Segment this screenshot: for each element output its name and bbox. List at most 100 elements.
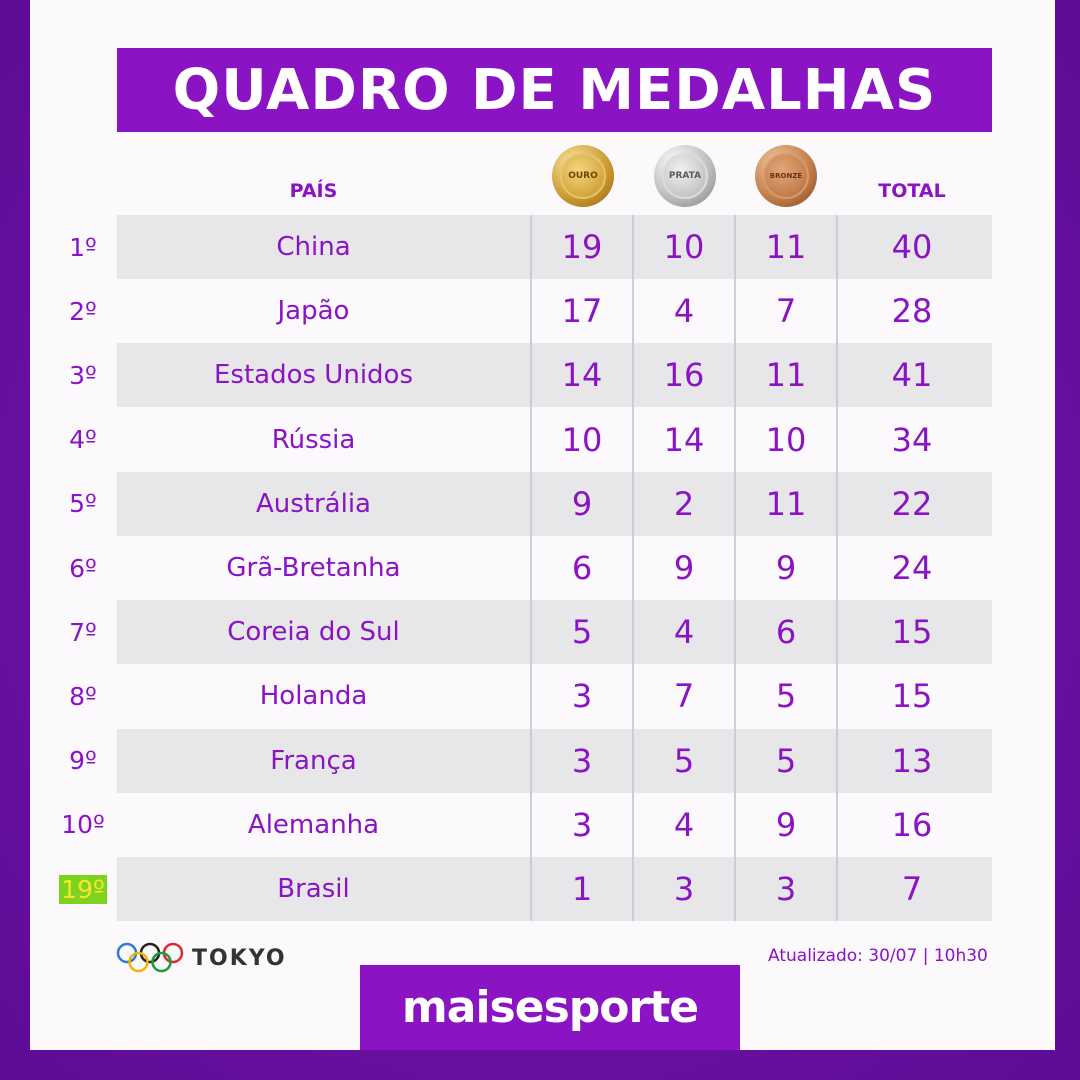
silver-medal-icon: PRATA: [654, 145, 716, 207]
row-background: [117, 857, 992, 921]
column-divider: [734, 215, 736, 921]
total-count-cell: 13: [891, 741, 933, 780]
total-count-cell: 16: [891, 805, 933, 844]
row-background: [117, 728, 992, 793]
table-row: 19º Brasil 1 3 3 7: [0, 857, 1080, 921]
rank-text: 7º: [69, 617, 97, 647]
rank-cell: 1º: [55, 215, 111, 279]
silver-count-cell: 10: [663, 228, 705, 266]
bronze-count-cell: 3: [775, 870, 797, 908]
silver-count-cell: 2: [673, 484, 695, 523]
bronze-medal-icon: BRONZE: [755, 145, 817, 207]
country-cell: Japão: [277, 296, 350, 327]
table-row: 9º França 3 5 5 13: [0, 728, 1080, 793]
table-row: 6º Grã-Bretanha 6 9 9 24: [0, 536, 1080, 600]
rank-text: 9º: [69, 746, 97, 776]
gold-count-cell: 6: [571, 549, 593, 587]
rank-cell: 7º: [55, 600, 111, 664]
gold-medal-icon: OURO: [552, 145, 614, 207]
total-count-cell: 22: [891, 484, 933, 523]
column-divider: [530, 215, 532, 921]
column-divider: [632, 215, 634, 921]
country-cell: Holanda: [259, 681, 368, 712]
country-cell: França: [270, 745, 357, 776]
gold-count-cell: 3: [571, 805, 593, 844]
table-row: 2º Japão 17 4 7 28: [0, 279, 1080, 343]
bronze-count-cell: 6: [775, 613, 797, 652]
table-row: 3º Estados Unidos 14 16 11 41: [0, 343, 1080, 408]
bronze-count-cell: 9: [775, 549, 797, 587]
rank-cell: 2º: [55, 279, 111, 343]
rank-text: 8º: [69, 681, 97, 711]
rank-cell: 5º: [55, 472, 111, 536]
silver-count-cell: 4: [673, 292, 695, 331]
gold-medal-label: OURO: [560, 153, 606, 199]
silver-count-cell: 5: [673, 741, 695, 780]
header-country: PAÍS: [289, 180, 338, 202]
gold-count-cell: 9: [571, 484, 593, 523]
total-count-cell: 7: [901, 870, 923, 908]
silver-count-cell: 4: [673, 805, 695, 844]
bronze-count-cell: 9: [775, 805, 797, 844]
rank-cell: 3º: [55, 343, 111, 407]
rank-cell: 6º: [55, 536, 111, 600]
gold-count-cell: 17: [561, 292, 603, 331]
column-divider: [836, 215, 838, 921]
country-cell: Estados Unidos: [213, 360, 413, 391]
total-count-cell: 15: [891, 677, 933, 716]
row-background: [117, 215, 992, 279]
table-row: 7º Coreia do Sul 5 4 6 15: [0, 600, 1080, 665]
gold-count-cell: 14: [561, 356, 603, 395]
rank-cell: 19º: [55, 857, 111, 921]
title-banner: QUADRO DE MEDALHAS: [117, 48, 992, 132]
total-count-cell: 34: [891, 420, 933, 459]
rank-cell: 9º: [55, 729, 111, 793]
table-row: 5º Austrália 9 2 11 22: [0, 471, 1080, 536]
bronze-count-cell: 10: [765, 420, 807, 459]
bronze-count-cell: 11: [765, 356, 807, 395]
country-cell: Grã-Bretanha: [226, 553, 401, 583]
bronze-count-cell: 5: [775, 741, 797, 780]
page-title: QUADRO DE MEDALHAS: [172, 57, 937, 123]
country-cell: Austrália: [255, 488, 371, 519]
rank-cell: 4º: [55, 408, 111, 472]
header-total: TOTAL: [878, 180, 946, 202]
total-count-cell: 28: [891, 292, 933, 331]
rank-text: 10º: [61, 810, 105, 840]
rank-text: 4º: [69, 425, 97, 455]
rank-text: 19º: [59, 874, 107, 904]
table-row: 4º Rússia 10 14 10 34: [0, 408, 1080, 472]
rank-text: 3º: [69, 360, 97, 390]
rank-text: 2º: [69, 296, 97, 326]
total-count-cell: 41: [891, 356, 933, 395]
country-cell: Brasil: [277, 874, 350, 904]
brand-banner: maisesporte: [360, 965, 740, 1050]
gold-count-cell: 3: [571, 741, 593, 780]
row-background: [117, 343, 992, 408]
row-background: [117, 600, 992, 665]
gold-count-cell: 5: [571, 613, 593, 652]
bronze-count-cell: 5: [775, 677, 797, 716]
silver-count-cell: 4: [673, 613, 695, 652]
bronze-count-cell: 7: [775, 292, 797, 331]
gold-count-cell: 3: [571, 677, 593, 716]
table-row: 1º China 19 10 11 40: [0, 215, 1080, 279]
total-count-cell: 15: [891, 613, 933, 652]
country-cell: Alemanha: [247, 809, 380, 840]
country-cell: China: [276, 232, 351, 262]
rank-cell: 8º: [55, 664, 111, 728]
table-row: 10º Alemanha 3 4 9 16: [0, 793, 1080, 857]
bronze-count-cell: 11: [765, 484, 807, 523]
rank-text: 5º: [69, 489, 97, 519]
silver-count-cell: 7: [673, 677, 695, 716]
brand-logo: maisesporte: [401, 982, 699, 1033]
table-row: 8º Holanda 3 7 5 15: [0, 664, 1080, 728]
rank-text: 1º: [69, 232, 97, 262]
row-background: [117, 471, 992, 536]
total-count-cell: 40: [891, 228, 933, 266]
olympic-rings-icon: [116, 942, 184, 973]
gold-count-cell: 19: [561, 228, 603, 266]
country-cell: Rússia: [271, 424, 356, 455]
rank-text: 6º: [69, 553, 97, 583]
silver-count-cell: 16: [663, 356, 705, 395]
